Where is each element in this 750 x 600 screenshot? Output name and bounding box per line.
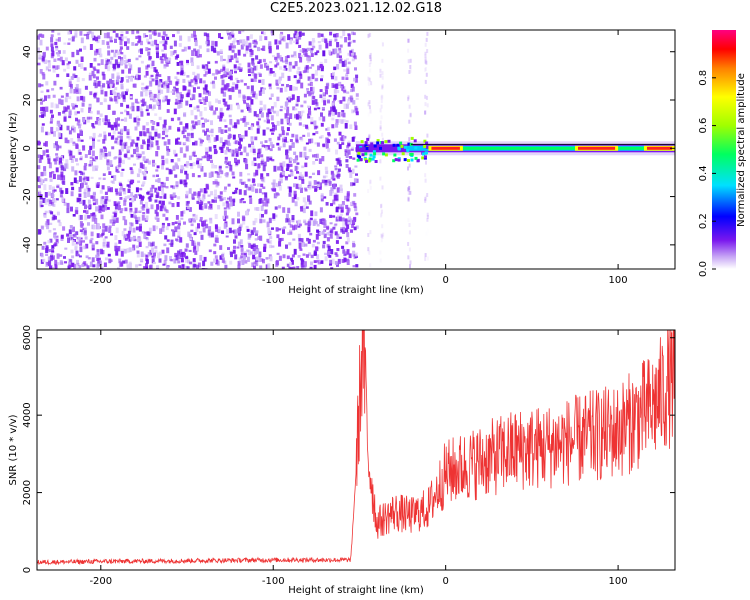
snr-y-tick-label: 4000	[22, 402, 33, 427]
snr-frame	[36, 329, 676, 571]
snr-y-tick-label: 6000	[22, 325, 33, 350]
spectrogram-x-tick-label: 100	[609, 275, 628, 286]
colorbar: 0.0 0.2 0.4 0.6 0.8 Normalized spectral ampl…	[698, 30, 747, 277]
colorbar-tick-label: 0.0	[698, 261, 709, 277]
spectrogram-y-axis-label: Frequency (Hz)	[8, 112, 19, 188]
colorbar-tick-label: 0.4	[698, 165, 709, 181]
snr-y-tick-label: 2000	[22, 480, 33, 505]
snr-x-tick-label: -200	[89, 576, 112, 587]
snr-series-line	[37, 330, 675, 566]
snr-x-tick-label: 0	[442, 576, 448, 587]
snr-y-ticks: 0 2000 4000 6000	[22, 325, 675, 573]
spectrogram-x-tick-label: -200	[89, 275, 112, 286]
colorbar-tick-label: 0.8	[698, 70, 709, 86]
spectrogram-y-tick-label: 40	[22, 45, 33, 58]
snr-x-axis-label: Height of straight line (km)	[288, 585, 424, 596]
spectrogram-frame	[36, 29, 676, 270]
spectrogram-x-axis-label: Height of straight line (km)	[288, 285, 424, 296]
snr-x-ticks: -200 -100 0 100	[89, 330, 628, 587]
spectrogram-y-ticks: -40 -20 0 20 40	[22, 45, 675, 253]
colorbar-tick-label: 0.2	[698, 213, 709, 229]
spectrogram-heatmap	[37, 30, 675, 269]
spectrogram-y-tick-label: -40	[22, 237, 33, 253]
spectrogram-x-ticks: -200 -100 0 100	[89, 30, 628, 286]
colorbar-gradient	[712, 30, 736, 269]
chart-title: C2E5.2023.021.12.02.G18	[269, 1, 443, 16]
snr-x-tick-label: 100	[609, 576, 628, 587]
colorbar-tick-label: 0.6	[698, 118, 709, 134]
snr-y-axis-label: SNR (10 * v/v)	[8, 414, 19, 485]
colorbar-ticks: 0.0 0.2 0.4 0.6 0.8	[698, 70, 716, 277]
snr-x-tick-label: -100	[262, 576, 285, 587]
spectrogram-x-tick-label: 0	[442, 275, 448, 286]
spectrogram-y-tick-label: 20	[22, 94, 33, 107]
spectrogram-y-tick-label: 0	[22, 145, 33, 151]
spectrogram-y-tick-label: -20	[22, 188, 33, 204]
colorbar-label: Normalized spectral amplitude	[736, 73, 747, 227]
snr-y-tick-label: 0	[22, 567, 33, 573]
spectrogram-x-tick-label: -100	[262, 275, 285, 286]
